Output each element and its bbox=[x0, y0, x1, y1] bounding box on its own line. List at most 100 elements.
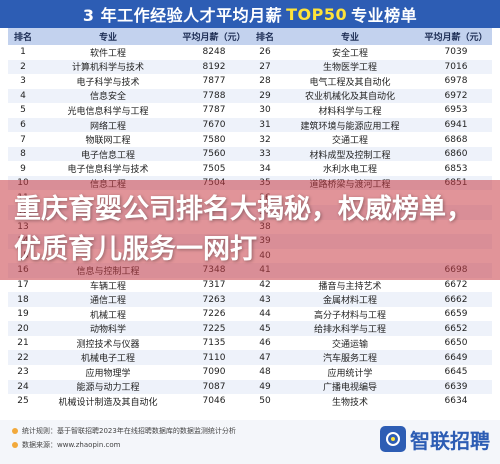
cell-rank-right: 47 bbox=[259, 352, 271, 363]
cell-rank-left: 2 bbox=[20, 61, 26, 72]
cell-rank-right: 46 bbox=[259, 338, 271, 349]
cell-rank-right: 44 bbox=[259, 309, 271, 320]
col-major-right: 专业 bbox=[340, 33, 359, 43]
table-row: 19 机械工程 7226 44 高分子材料与工程 6659 bbox=[8, 307, 492, 322]
headline-text: 重庆育婴公司排名大揭秘，权威榜单，优质育儿服务一网打 bbox=[14, 194, 473, 265]
cell-rank-left: 4 bbox=[20, 90, 26, 101]
cell-salary-right: 6634 bbox=[444, 396, 468, 407]
cell-rank-right: 34 bbox=[259, 163, 271, 174]
table-header: 排名 专业 平均月薪（元） 排名 专业 平均月薪（元） bbox=[8, 28, 492, 45]
col-major-left: 专业 bbox=[98, 33, 117, 43]
cell-major-left: 机械设计制造及其自动化 bbox=[58, 397, 158, 408]
cell-salary-left: 7505 bbox=[202, 163, 226, 174]
cell-salary-left: 7877 bbox=[202, 76, 226, 87]
cell-salary-right: 6645 bbox=[444, 367, 468, 378]
cell-rank-left: 17 bbox=[17, 280, 29, 291]
cell-salary-right: 6672 bbox=[444, 280, 468, 291]
cell-salary-left: 7110 bbox=[202, 352, 226, 363]
cell-rank-right: 32 bbox=[259, 134, 271, 145]
cell-major-left: 电子信息科学与技术 bbox=[67, 165, 149, 176]
cell-rank-left: 24 bbox=[17, 381, 29, 392]
cell-major-right: 广播电视编导 bbox=[322, 383, 377, 394]
cell-salary-right: 6978 bbox=[444, 76, 468, 87]
col-salary-left: 平均月薪（元） bbox=[182, 33, 246, 43]
cell-rank-right: 49 bbox=[259, 381, 271, 392]
table-row: 20 动物科学 7225 45 给排水科学与工程 6652 bbox=[8, 321, 492, 336]
cell-salary-right: 6650 bbox=[444, 338, 468, 349]
table-row: 8 电子信息工程 7560 33 材料成型及控制工程 6860 bbox=[8, 146, 492, 162]
headline-overlay bbox=[0, 180, 500, 280]
cell-rank-right: 30 bbox=[259, 105, 271, 116]
cell-rank-left: 5 bbox=[20, 105, 26, 116]
cell-rank-right: 26 bbox=[259, 47, 271, 58]
table-row: 18 通信工程 7263 43 金属材料工程 6662 bbox=[8, 292, 492, 307]
cell-major-left: 动物科学 bbox=[89, 325, 126, 336]
zhaopin-logo: 智联招聘 bbox=[380, 424, 490, 454]
cell-salary-right: 6853 bbox=[444, 163, 468, 174]
cell-rank-left: 23 bbox=[17, 367, 29, 378]
cell-rank-right: 48 bbox=[259, 367, 271, 378]
cell-rank-left: 6 bbox=[20, 120, 26, 130]
cell-salary-left: 7226 bbox=[202, 309, 226, 320]
cell-rank-right: 33 bbox=[259, 149, 271, 160]
cell-rank-left: 19 bbox=[17, 309, 29, 320]
cell-major-right: 建筑环境与能源应用工程 bbox=[300, 121, 400, 132]
cell-major-right: 金属材料工程 bbox=[322, 296, 377, 307]
cell-salary-left: 7225 bbox=[202, 323, 226, 334]
table-row: 21 测控技术与仪器 7135 46 交通运输 6650 bbox=[8, 336, 492, 351]
cell-salary-right: 6860 bbox=[444, 149, 468, 160]
cell-salary-right: 6972 bbox=[444, 90, 468, 101]
cell-salary-left: 7046 bbox=[202, 396, 226, 407]
cell-salary-right: 6652 bbox=[444, 323, 468, 334]
cell-salary-left: 7787 bbox=[202, 105, 226, 116]
table-row: 23 应用物理学 7090 48 应用统计学 6645 bbox=[8, 365, 492, 380]
zhaopin-logo-icon bbox=[380, 426, 406, 452]
cell-rank-left: 21 bbox=[17, 338, 29, 349]
cell-major-left: 车辆工程 bbox=[89, 281, 126, 292]
cell-rank-left: 20 bbox=[17, 323, 29, 334]
cell-major-right: 给排水科学与工程 bbox=[313, 325, 386, 336]
cell-rank-right: 50 bbox=[259, 396, 271, 407]
col-rank-left: 排名 bbox=[13, 33, 32, 43]
cell-rank-left: 8 bbox=[20, 149, 26, 160]
cell-salary-right: 6659 bbox=[444, 309, 468, 320]
cell-salary-left: 8248 bbox=[202, 47, 226, 58]
cell-major-left: 测控技术与仪器 bbox=[76, 339, 140, 350]
cell-major-left: 光电信息科学与工程 bbox=[67, 106, 149, 117]
cell-major-left: 机械工程 bbox=[89, 310, 126, 321]
table-row: 25 机械设计制造及其自动化 7046 50 生物技术 6634 bbox=[8, 394, 492, 409]
cell-salary-left: 7135 bbox=[202, 338, 226, 349]
cell-salary-right: 6941 bbox=[444, 120, 468, 130]
cell-major-left: 通信工程 bbox=[89, 296, 126, 307]
bullet-icon bbox=[12, 428, 18, 434]
table-row: 9 电子信息科学与技术 7505 34 水利水电工程 6853 bbox=[8, 161, 492, 176]
col-rank-right: 排名 bbox=[255, 33, 274, 43]
cell-major-left: 应用物理学 bbox=[85, 368, 131, 379]
cell-major-right: 播音与主持艺术 bbox=[318, 281, 382, 292]
table-row: 24 能源与动力工程 7087 49 广播电视编导 6639 bbox=[8, 379, 492, 395]
title-suffix: 专业榜单 bbox=[351, 6, 418, 25]
cell-salary-left: 7580 bbox=[202, 134, 226, 145]
table-row: 7 物联网工程 7580 32 交通工程 6868 bbox=[8, 132, 492, 147]
cell-rank-right: 43 bbox=[259, 294, 271, 305]
cell-major-right: 交通工程 bbox=[331, 136, 368, 147]
cell-salary-right: 6868 bbox=[444, 134, 468, 145]
cell-major-left: 物联网工程 bbox=[85, 136, 131, 147]
table-row: 1 软件工程 8248 26 安全工程 7039 bbox=[8, 45, 492, 60]
data-source-note: 数据来源：www.zhaopin.com bbox=[12, 440, 120, 450]
cell-salary-right: 7016 bbox=[444, 61, 468, 72]
cell-rank-right: 45 bbox=[259, 323, 271, 334]
cell-salary-right: 7039 bbox=[444, 47, 468, 58]
table-row: 22 机械电子工程 7110 47 汽车服务工程 6649 bbox=[8, 350, 492, 366]
cell-major-right: 生物医学工程 bbox=[322, 63, 377, 74]
cell-salary-right: 6639 bbox=[444, 381, 468, 392]
cell-major-left: 网络工程 bbox=[89, 121, 126, 132]
cell-major-right: 农业机械化及其自动化 bbox=[304, 92, 395, 103]
cell-rank-right: 31 bbox=[259, 120, 271, 130]
cell-salary-left: 7087 bbox=[202, 381, 226, 392]
cell-rank-right: 42 bbox=[259, 280, 271, 291]
title-prefix: 3 年工作经验人才平均月薪 bbox=[82, 6, 283, 25]
cell-rank-left: 3 bbox=[20, 76, 26, 87]
table-title: 3 年工作经验人才平均月薪 TOP50 专业榜单 bbox=[0, 0, 500, 28]
table-row: 2 计算机科学与技术 8192 27 生物医学工程 7016 bbox=[8, 59, 492, 75]
